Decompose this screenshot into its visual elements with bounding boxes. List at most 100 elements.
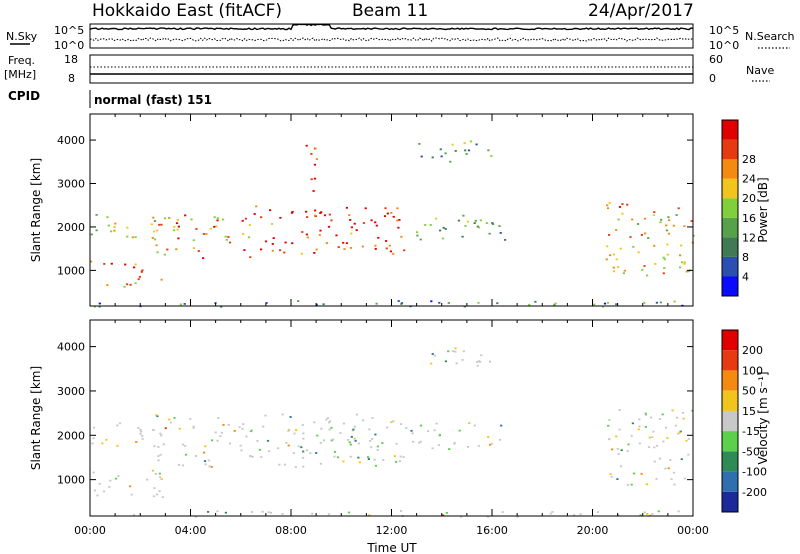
echo-cell	[294, 466, 297, 468]
echo-cell	[663, 258, 666, 261]
echo-cell	[466, 446, 470, 448]
echo-cell	[375, 302, 378, 305]
echo-cell	[347, 511, 350, 514]
echo-cell	[242, 233, 245, 235]
cpid-value: normal (fast) 151	[94, 93, 212, 107]
echo-cell	[651, 513, 654, 515]
echo-cell	[213, 216, 216, 219]
echo-cell	[690, 220, 693, 222]
y-tick-label: 1000	[57, 264, 85, 277]
echo-cell	[389, 250, 392, 253]
echo-cell	[381, 442, 384, 444]
echo-cell	[184, 453, 188, 456]
echo-cell	[277, 447, 280, 450]
echo-cell	[178, 427, 181, 430]
echo-cell	[153, 487, 156, 489]
echo-cell	[327, 513, 330, 516]
power-y-axis: 1000 2000 3000 4000	[57, 134, 693, 277]
echo-cell	[374, 221, 377, 224]
echo-cell	[300, 252, 303, 255]
echo-cell	[306, 216, 309, 218]
echo-cell	[438, 434, 441, 436]
echo-cell	[95, 229, 98, 232]
echo-cell	[369, 440, 372, 442]
echo-cell	[283, 463, 287, 466]
freq-tick-bottom: 8	[68, 72, 75, 85]
echo-cell	[297, 445, 300, 448]
echo-cell	[222, 424, 225, 426]
echo-cell	[395, 461, 398, 463]
echo-cell	[641, 268, 644, 271]
echo-cell	[504, 239, 507, 241]
echo-cell	[342, 460, 345, 463]
echo-cell	[155, 493, 159, 496]
echo-cell	[93, 489, 97, 492]
velocity-colorbar: 200 100 50 15 -15 -50 -100 -200	[721, 329, 767, 513]
colorbar-segment	[722, 198, 738, 218]
echo-cell	[573, 514, 576, 516]
nsky-tick-bottom-right: 10^0	[709, 39, 739, 52]
echo-cell	[244, 217, 247, 220]
echo-cell	[647, 446, 651, 448]
echo-cell	[477, 301, 480, 304]
echo-cell	[632, 472, 636, 475]
echo-cell	[445, 512, 448, 514]
y-tick-label: 1000	[57, 474, 85, 487]
echo-cell	[453, 442, 456, 444]
echo-cell	[117, 475, 120, 477]
echo-cell	[249, 430, 253, 433]
echo-cell	[323, 214, 327, 217]
echo-cell	[305, 210, 308, 213]
echo-cell	[98, 305, 101, 308]
echo-cell	[386, 212, 389, 215]
echo-cell	[464, 225, 467, 227]
echo-cell	[278, 463, 281, 466]
echo-cell	[617, 218, 620, 221]
echo-cell	[429, 224, 432, 226]
colorbar-segment	[722, 237, 738, 257]
echo-cell	[140, 271, 143, 273]
nave-tick-bottom: 0	[709, 72, 716, 85]
time-axis-label: Time UT	[366, 541, 417, 554]
echo-cell	[251, 455, 254, 458]
echo-cell	[444, 228, 447, 230]
echo-cell	[626, 484, 630, 486]
echo-cell	[465, 153, 468, 155]
echo-cell	[326, 417, 329, 419]
echo-cell	[680, 244, 683, 247]
echo-cell	[672, 224, 675, 227]
echo-cell	[333, 451, 337, 453]
echo-cell	[680, 261, 684, 264]
echo-cell	[292, 452, 295, 454]
echo-cell	[267, 511, 270, 514]
echo-cell	[375, 224, 378, 227]
echo-cell	[311, 512, 314, 515]
echo-cell	[291, 210, 294, 213]
echo-cell	[398, 460, 401, 463]
x-tick-label: 00:00	[677, 524, 709, 537]
echo-cell	[617, 266, 620, 268]
echo-cell	[343, 248, 346, 250]
echo-cell	[289, 416, 292, 418]
echo-cell	[176, 228, 179, 231]
echo-cell	[473, 424, 476, 427]
echo-cell	[151, 237, 154, 239]
echo-cell	[116, 444, 119, 447]
echo-cell	[488, 443, 492, 446]
echo-cell	[626, 450, 629, 452]
echo-cell	[113, 226, 116, 228]
echo-cell	[610, 475, 613, 478]
echo-cell	[612, 266, 615, 269]
echo-cell	[160, 278, 163, 281]
echo-cell	[687, 438, 690, 440]
echo-cell	[348, 441, 351, 444]
colorbar-tick-label: 200	[742, 344, 763, 357]
echo-cell	[203, 460, 207, 462]
echo-cell	[498, 438, 501, 441]
echo-cell	[405, 427, 408, 429]
echo-cell	[141, 269, 144, 272]
x-tick-label: 08:00	[275, 524, 307, 537]
colorbar-tick-label: 12	[742, 231, 756, 244]
nsearch-label: N.Search	[745, 30, 795, 43]
echo-cell	[349, 455, 352, 458]
